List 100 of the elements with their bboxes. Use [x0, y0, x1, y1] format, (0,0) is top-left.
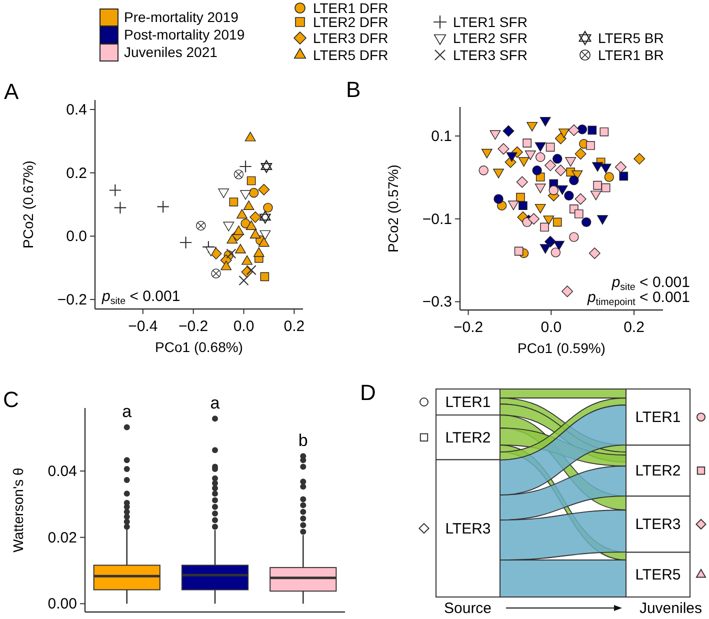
point [568, 124, 580, 136]
point [490, 130, 501, 140]
point [534, 204, 546, 214]
point [516, 192, 525, 202]
point [243, 200, 254, 210]
y-axis-title: Watterson's θ [10, 467, 26, 552]
point [532, 166, 542, 176]
point [250, 229, 261, 238]
point [540, 116, 551, 126]
point [260, 210, 271, 224]
point [577, 124, 588, 134]
x-axis-title: PCo1 (0.68%) [155, 339, 243, 355]
point [260, 272, 270, 282]
point [514, 246, 524, 256]
point [600, 127, 609, 136]
point [516, 176, 528, 188]
point [493, 168, 504, 178]
legend-label: LTER2 DFR [313, 14, 388, 30]
point [614, 161, 626, 173]
point [258, 237, 270, 247]
legend-label: LTER5 BR [598, 30, 664, 46]
category-label: LTER5 [635, 566, 681, 584]
y-tick-label: 0.4 [66, 102, 87, 118]
legend-label: LTER1 BR [598, 47, 664, 63]
legend-label: Juveniles 2021 [124, 44, 218, 60]
point [550, 248, 561, 258]
point [250, 211, 262, 223]
legend-label: LTER1 DFR [313, 0, 388, 16]
category-label: LTER3 [635, 516, 681, 534]
x-tick-label: −0.4 [128, 318, 158, 335]
point [554, 240, 564, 250]
category-label: LTER1 [445, 394, 491, 411]
point [552, 218, 562, 227]
point [229, 198, 238, 206]
point [554, 132, 566, 144]
y-tick-label: 0.02 [48, 529, 77, 546]
point [506, 152, 518, 162]
point [239, 160, 252, 173]
point [582, 217, 592, 228]
point [518, 157, 530, 167]
legend-label: Post-mortality 2019 [124, 26, 245, 42]
point [156, 200, 170, 214]
x-axis-title: PCo1 (0.59%) [518, 340, 606, 356]
category-label: LTER2 [445, 429, 491, 446]
point [481, 148, 492, 158]
point [234, 170, 244, 180]
point [260, 160, 272, 173]
point [263, 202, 273, 213]
point [258, 184, 270, 196]
point [518, 201, 528, 210]
category-label: LTER1 [635, 409, 681, 426]
point [246, 220, 257, 230]
point [588, 247, 600, 259]
text: D [360, 380, 376, 405]
point [544, 160, 556, 172]
point [244, 132, 256, 142]
point [478, 166, 488, 176]
point [114, 201, 127, 214]
text: Juveniles [639, 600, 702, 617]
legend-label: LTER5 DFR [313, 47, 388, 63]
point [226, 234, 238, 244]
point [202, 240, 215, 254]
point [565, 157, 576, 167]
point [586, 141, 595, 150]
point [543, 216, 554, 226]
annotation: a [122, 402, 132, 422]
x-tick-label: 0.0 [540, 319, 562, 336]
point [498, 143, 510, 155]
point [528, 213, 540, 225]
text: Source [444, 600, 492, 617]
point [590, 190, 602, 200]
point [601, 183, 610, 192]
point [569, 175, 579, 186]
point [588, 126, 597, 135]
chart-title: C [3, 387, 19, 412]
point [246, 176, 256, 186]
point [540, 222, 549, 232]
point [226, 248, 236, 259]
point [238, 275, 249, 286]
point [604, 172, 614, 182]
point [548, 185, 558, 196]
point [522, 138, 532, 148]
annotation: b [298, 431, 308, 450]
point [248, 188, 259, 198]
point [534, 142, 546, 152]
point [574, 209, 584, 218]
point [233, 226, 244, 236]
chart-title: A [4, 79, 19, 104]
legend-label: LTER1 SFR [453, 14, 528, 30]
point [558, 128, 570, 138]
point [108, 184, 122, 197]
y-tick-label: 0.00 [48, 596, 77, 613]
y-tick-label: 0.1 [431, 128, 452, 145]
point [235, 244, 246, 254]
point [536, 152, 546, 162]
point [593, 180, 602, 190]
point [236, 209, 248, 219]
point [569, 232, 579, 242]
point [179, 236, 192, 249]
category-label: LTER2 [635, 462, 681, 480]
